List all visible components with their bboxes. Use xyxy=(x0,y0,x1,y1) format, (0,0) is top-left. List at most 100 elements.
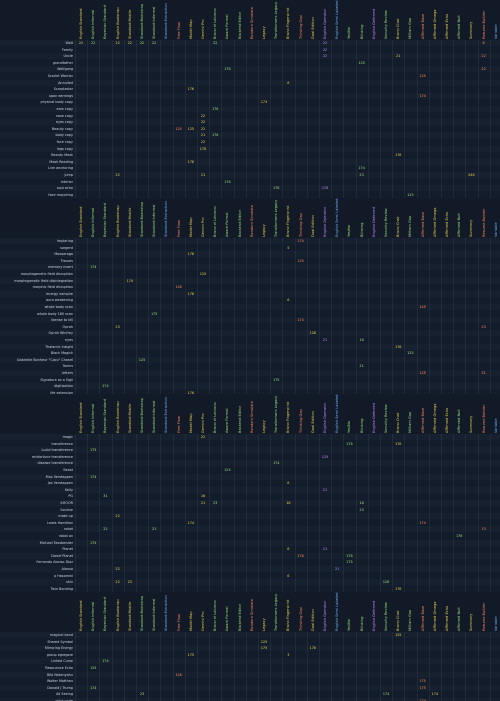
column-header[interactable]: Random Simulate xyxy=(247,0,257,39)
table-cell[interactable]: 176 xyxy=(309,646,317,651)
table-row[interactable]: legs copy 176 xyxy=(0,146,500,152)
table-cell[interactable]: 10 xyxy=(200,494,206,499)
column-header[interactable]: Blinking xyxy=(357,198,367,237)
table-cell[interactable]: 21 xyxy=(200,501,206,505)
table-cell[interactable]: 22 xyxy=(103,527,108,532)
column-header[interactable]: English Standard xyxy=(76,394,86,433)
table-cell[interactable]: 125 xyxy=(89,666,97,670)
column-header[interactable]: Model Map xyxy=(186,198,196,237)
column-header[interactable]: Free Flow xyxy=(174,592,184,631)
table-cell[interactable]: 21 xyxy=(200,173,206,177)
column-header[interactable]: English Standard xyxy=(76,198,86,237)
table-row[interactable]: upon earnings 174 xyxy=(0,93,500,99)
table-cell[interactable]: 176 xyxy=(394,344,402,349)
column-header[interactable]: Standard Extraction xyxy=(161,198,171,237)
column-header[interactable]: Standard Bootstrap xyxy=(137,198,147,237)
table-row[interactable]: Planet 6 21 xyxy=(0,546,500,552)
table-cell[interactable]: 174 xyxy=(431,692,439,697)
table-row[interactable]: skin 22 23 126 xyxy=(0,579,500,585)
table-cell[interactable]: 125 xyxy=(138,357,146,362)
table-cell[interactable]: 31 xyxy=(103,494,108,499)
column-header[interactable]: English Informal xyxy=(88,592,98,631)
column-header[interactable]: Gemini Pro xyxy=(198,394,208,433)
table-row[interactable]: jump 22 21 23 546 xyxy=(0,172,500,178)
column-header[interactable]: English Operator xyxy=(320,394,330,433)
table-row[interactable]: Live anchoring 174 xyxy=(0,165,500,171)
column-header[interactable]: Random Simulate xyxy=(247,592,257,631)
table-cell[interactable]: 125 xyxy=(224,468,231,472)
table-cell[interactable]: 126 xyxy=(382,580,390,585)
table-cell[interactable]: 174 xyxy=(382,692,390,697)
table-cell[interactable]: 176 xyxy=(455,534,463,538)
table-row[interactable]: ears copy 176 xyxy=(0,106,500,112)
table-row[interactable]: Toxins 21 xyxy=(0,363,500,369)
table-cell[interactable]: 22 xyxy=(115,41,120,45)
table-row[interactable]: Beauty Mask 176 xyxy=(0,152,500,158)
column-header[interactable]: Thinking Gap xyxy=(296,0,306,39)
table-cell[interactable]: 23 xyxy=(139,692,145,697)
column-header[interactable]: Bayesian Standard xyxy=(100,592,110,631)
table-cell[interactable]: 125 xyxy=(321,454,329,459)
column-header[interactable]: English Deferred xyxy=(369,394,379,433)
table-row[interactable]: digitization 174 xyxy=(0,383,500,389)
table-cell[interactable]: 23 xyxy=(359,173,364,177)
table-cell[interactable]: 126 xyxy=(175,672,182,677)
column-header[interactable]: Bruno Chat xyxy=(393,592,403,631)
table-cell[interactable]: 21 xyxy=(322,547,328,552)
table-cell[interactable]: 6 xyxy=(287,573,290,578)
table-cell[interactable]: 125 xyxy=(358,60,365,65)
column-header[interactable]: Standard Informal xyxy=(149,0,159,39)
column-header[interactable]: Security Review xyxy=(381,592,391,631)
table-cell[interactable]: 22 xyxy=(139,41,145,45)
column-header[interactable]: Bruno Fingerprint xyxy=(283,592,293,631)
column-header[interactable]: Resume Builder xyxy=(479,394,489,433)
table-cell[interactable]: 176 xyxy=(224,179,231,184)
table-row[interactable]: PG 31 10 xyxy=(0,493,500,499)
table-cell[interactable]: 22 xyxy=(115,580,120,585)
column-header[interactable]: Affirmed Base xyxy=(418,0,428,39)
column-header[interactable]: Transformers Legacy xyxy=(271,592,281,631)
table-cell[interactable]: 176 xyxy=(321,186,329,191)
table-cell[interactable]: 8 xyxy=(482,41,485,45)
column-header[interactable]: Affirmed Base xyxy=(418,592,428,631)
table-cell[interactable]: 125 xyxy=(199,272,207,276)
table-row[interactable]: Dwarf Planet 176 176 xyxy=(0,553,500,559)
table-row[interactable]: Mooseraga 176 xyxy=(0,251,500,257)
column-header[interactable]: Standard Extraction xyxy=(161,592,171,631)
table-cell[interactable]: 22 xyxy=(78,41,84,45)
column-header[interactable]: Standard Bootstrap xyxy=(137,0,147,39)
column-header[interactable]: Bruno Chat xyxy=(393,0,403,39)
column-header[interactable]: Legacy xyxy=(259,394,269,433)
column-header[interactable]: Blinking xyxy=(357,0,367,39)
table-cell[interactable]: 174 xyxy=(419,93,426,98)
column-header[interactable]: Aware Formal xyxy=(222,198,232,237)
table-row[interactable]: Annulled 6 xyxy=(0,80,500,86)
table-row[interactable]: body copy 21 176 xyxy=(0,132,500,138)
column-header[interactable]: Standard Informal xyxy=(149,198,159,237)
column-header[interactable]: English Bootstrap xyxy=(113,592,123,631)
table-cell[interactable]: 174 xyxy=(102,659,109,664)
column-header[interactable]: English Deferred xyxy=(369,198,379,237)
column-header[interactable]: Bruno Fingerprint xyxy=(283,0,293,39)
table-row[interactable]: physical body copy 174 xyxy=(0,99,500,105)
column-header[interactable]: Affirmed Omega xyxy=(430,0,440,39)
table-cell[interactable]: 125 xyxy=(260,639,268,644)
table-cell[interactable]: 6 xyxy=(287,481,290,486)
table-cell[interactable]: 22 xyxy=(322,54,328,59)
column-header[interactable]: Thinking Gap xyxy=(296,592,306,631)
table-row[interactable]: grandfather 125 xyxy=(0,60,500,66)
column-header[interactable]: Summary xyxy=(466,592,476,631)
column-header[interactable]: Standard Mobile xyxy=(125,592,135,631)
table-row[interactable]: Linked Curse 174 xyxy=(0,658,500,664)
column-header[interactable]: Yes/No xyxy=(344,0,354,39)
table-row[interactable]: Lewis Hamilton 174 174 xyxy=(0,520,500,526)
table-cell[interactable]: 22 xyxy=(322,41,328,45)
column-header[interactable]: English Semi Labeled xyxy=(332,198,342,237)
table-cell[interactable]: 176 xyxy=(394,586,402,591)
table-row[interactable]: Beauty copy 125 125 22 xyxy=(0,126,500,132)
table-row[interactable]: morphic field disruption 126 xyxy=(0,284,500,290)
table-cell[interactable]: 23 xyxy=(213,501,218,505)
table-row[interactable]: Bibi Netanyahu 126 xyxy=(0,672,500,678)
column-header[interactable]: Affirmed Echo xyxy=(442,592,452,631)
column-header[interactable]: Legacy xyxy=(259,0,269,39)
